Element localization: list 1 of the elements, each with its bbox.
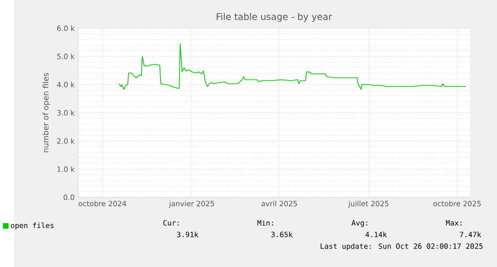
chart-title: File table usage - by year (216, 12, 332, 22)
